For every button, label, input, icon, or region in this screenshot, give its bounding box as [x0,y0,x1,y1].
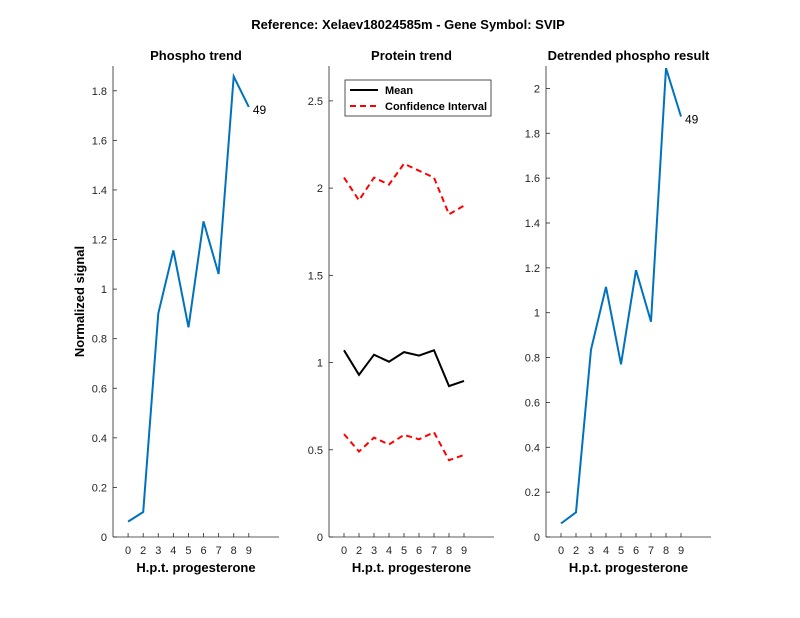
x-axis-label: H.p.t. progesterone [352,560,471,575]
y-tick-label: 1.4 [92,185,107,197]
y-tick-label: 2 [534,83,540,95]
point-annotation: 49 [685,112,699,126]
y-tick-label: 0.2 [525,487,540,499]
series-line-1 [343,349,465,388]
y-tick-label: 0.4 [92,433,107,445]
y-tick-label: 1.2 [92,235,107,247]
x-tick-label: 9 [246,545,252,557]
chart-panel-1: Phospho trend 0 0.2 0.4 0.6 0.8 1 1.2 1.4 1.6 1.8 0… [72,48,279,575]
x-tick-label: 4 [386,545,392,557]
y-tick-label: 0.4 [525,442,540,454]
x-tick-label: 2 [356,545,362,557]
x-tick-label: 4 [603,545,609,557]
x-tick-label: 5 [185,545,191,557]
legend-label: Mean [385,85,413,97]
x-tick-label: 2 [573,545,579,557]
y-axis-label: Normalized signal [72,246,87,357]
y-tick-label: 1.2 [525,263,540,275]
x-tick-label: 5 [618,545,624,557]
y-tick-label: 0.8 [92,334,107,346]
y-tick-label: 0.5 [308,445,323,457]
x-tick-label: 5 [401,545,407,557]
y-tick-label: 0 [101,532,107,544]
y-tick-label: 1.6 [525,173,540,185]
y-tick-label: 1 [534,308,540,320]
legend-box [344,79,492,117]
x-axis-label: H.p.t. progesterone [569,560,688,575]
x-tick-label: 2 [140,545,146,557]
x-tick-label: 6 [416,545,422,557]
y-tick-label: 2 [317,183,323,195]
y-tick-label: 0.2 [92,482,107,494]
x-tick-label: 9 [461,545,467,557]
x-tick-label: 7 [648,545,654,557]
chart-title: Detrended phospho result [548,48,710,63]
x-axis-label: H.p.t. progesterone [136,560,255,575]
x-tick-label: 7 [431,545,437,557]
x-tick-label: 8 [446,545,452,557]
chart-title: Protein trend [371,48,452,63]
y-tick-label: 1 [317,358,323,370]
point-annotation: 49 [253,103,267,117]
x-tick-label: 9 [678,545,684,557]
y-tick-label: 1.6 [92,135,107,147]
x-tick-label: 4 [170,545,176,557]
y-tick-label: 1.4 [525,218,540,230]
series-line-3 [343,430,465,462]
chart-panel-3: Detrended phospho result 0 0.2 0.4 0.6 0.8 1 1.… [525,48,711,575]
x-tick-label: 0 [558,545,564,557]
x-tick-label: 8 [231,545,237,557]
legend-label: Confidence Interval [385,101,487,113]
x-tick-label: 0 [125,545,131,557]
x-tick-label: 3 [155,545,161,557]
y-tick-label: 0 [317,532,323,544]
x-tick-label: 8 [663,545,669,557]
chart-legend: Mean Confidence Interval [344,79,492,117]
x-tick-label: 6 [200,545,206,557]
series-line-1 [127,72,250,523]
y-tick-label: 2.5 [308,96,323,108]
x-tick-label: 0 [341,545,347,557]
chart-panels: Phospho trend 0 0.2 0.4 0.6 0.8 1 1.2 1.4 1.6 1.8 0… [72,48,711,575]
y-tick-label: 1.5 [308,270,323,282]
y-tick-label: 1.8 [92,86,107,98]
y-tick-label: 0.6 [92,383,107,395]
figure-suptitle: Reference: Xelaev18024585m - Gene Symbol… [251,17,565,32]
x-tick-label: 3 [371,545,377,557]
x-tick-label: 7 [216,545,222,557]
y-tick-label: 0.6 [525,397,540,409]
x-tick-label: 3 [588,545,594,557]
y-tick-label: 1 [101,284,107,296]
y-tick-label: 0 [534,532,540,544]
y-tick-label: 0.8 [525,353,540,365]
y-tick-label: 1.8 [525,128,540,140]
series-line-1 [560,67,682,525]
chart-title: Phospho trend [150,48,242,63]
x-tick-label: 6 [633,545,639,557]
